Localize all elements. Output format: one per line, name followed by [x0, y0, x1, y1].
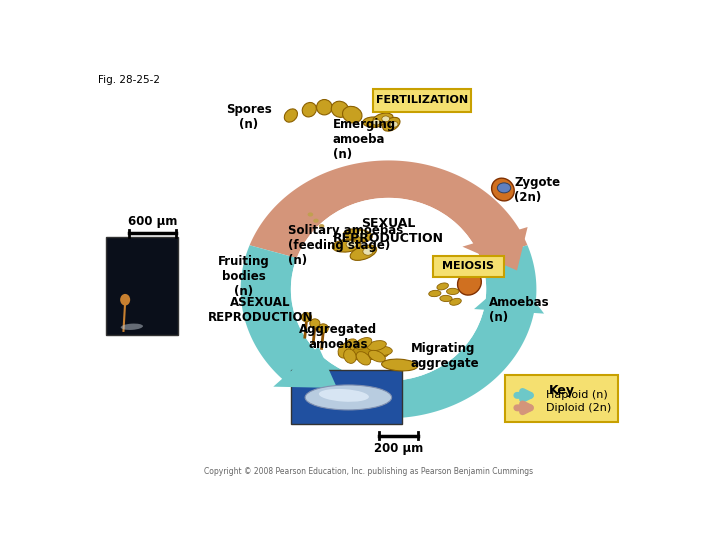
Ellipse shape — [120, 294, 130, 306]
FancyBboxPatch shape — [291, 370, 402, 424]
Text: Haploid (n): Haploid (n) — [546, 390, 608, 400]
Ellipse shape — [382, 117, 400, 131]
Ellipse shape — [317, 99, 332, 115]
Text: 200 μm: 200 μm — [374, 442, 423, 455]
Polygon shape — [274, 347, 337, 388]
Text: Copyright © 2008 Pearson Education, Inc. publishing as Pearson Benjamin Cummings: Copyright © 2008 Pearson Education, Inc.… — [204, 467, 534, 476]
Ellipse shape — [446, 288, 459, 294]
FancyBboxPatch shape — [433, 255, 504, 277]
Ellipse shape — [310, 319, 320, 328]
Ellipse shape — [284, 109, 297, 122]
Polygon shape — [462, 227, 528, 271]
Ellipse shape — [363, 117, 384, 127]
Text: Fig. 28-25-2: Fig. 28-25-2 — [99, 75, 161, 85]
Circle shape — [390, 122, 398, 127]
Circle shape — [498, 183, 510, 193]
Text: Aggregated
amoebas: Aggregated amoebas — [300, 323, 377, 351]
Ellipse shape — [338, 348, 389, 360]
Ellipse shape — [305, 385, 392, 410]
Ellipse shape — [333, 239, 361, 252]
Polygon shape — [474, 274, 544, 314]
Circle shape — [307, 212, 313, 217]
Ellipse shape — [343, 229, 372, 242]
Ellipse shape — [369, 350, 385, 362]
Text: ASEXUAL
REPRODUCTION: ASEXUAL REPRODUCTION — [207, 296, 313, 324]
Text: Zygote
(2n): Zygote (2n) — [514, 176, 560, 204]
Ellipse shape — [382, 359, 418, 371]
Ellipse shape — [338, 343, 351, 358]
Text: SEXUAL
REPRODUCTION: SEXUAL REPRODUCTION — [333, 217, 444, 245]
Ellipse shape — [291, 198, 486, 381]
Text: Solitary amoebas
(feeding stage)
(n): Solitary amoebas (feeding stage) (n) — [288, 224, 403, 267]
Ellipse shape — [343, 339, 357, 352]
Text: Emerging
amoeba
(n): Emerging amoeba (n) — [333, 118, 396, 161]
Ellipse shape — [350, 245, 377, 260]
Ellipse shape — [492, 178, 514, 201]
Ellipse shape — [449, 299, 462, 305]
Ellipse shape — [373, 346, 392, 355]
Ellipse shape — [302, 103, 316, 117]
Ellipse shape — [319, 389, 369, 402]
Text: Spores
(n): Spores (n) — [226, 103, 272, 131]
FancyBboxPatch shape — [106, 238, 178, 335]
Circle shape — [346, 241, 356, 248]
Text: MEIOSIS: MEIOSIS — [442, 261, 495, 272]
Ellipse shape — [429, 291, 441, 296]
Ellipse shape — [355, 338, 372, 349]
Circle shape — [313, 219, 319, 223]
Ellipse shape — [436, 284, 449, 289]
Circle shape — [357, 230, 367, 238]
Ellipse shape — [440, 295, 452, 302]
Text: Key: Key — [549, 384, 575, 397]
Ellipse shape — [373, 113, 393, 125]
FancyBboxPatch shape — [374, 89, 471, 112]
Ellipse shape — [318, 324, 328, 333]
Ellipse shape — [331, 101, 348, 117]
Circle shape — [363, 248, 373, 255]
Circle shape — [382, 116, 390, 122]
PathPatch shape — [240, 245, 536, 418]
Text: Migrating
aggregate: Migrating aggregate — [411, 342, 480, 370]
Text: Amoebas
(n): Amoebas (n) — [489, 296, 549, 324]
Circle shape — [319, 224, 324, 228]
Text: 600 μm: 600 μm — [128, 215, 177, 228]
Ellipse shape — [367, 341, 387, 350]
PathPatch shape — [250, 160, 528, 258]
Ellipse shape — [121, 323, 143, 330]
FancyBboxPatch shape — [505, 375, 618, 422]
Ellipse shape — [458, 271, 481, 295]
Ellipse shape — [356, 352, 371, 365]
Text: Fruiting
bodies
(n): Fruiting bodies (n) — [217, 255, 269, 299]
Text: FERTILIZATION: FERTILIZATION — [376, 95, 468, 105]
Ellipse shape — [343, 349, 356, 363]
Text: Diploid (2n): Diploid (2n) — [546, 403, 612, 413]
Circle shape — [372, 119, 380, 125]
Ellipse shape — [343, 106, 362, 123]
Ellipse shape — [302, 313, 312, 322]
